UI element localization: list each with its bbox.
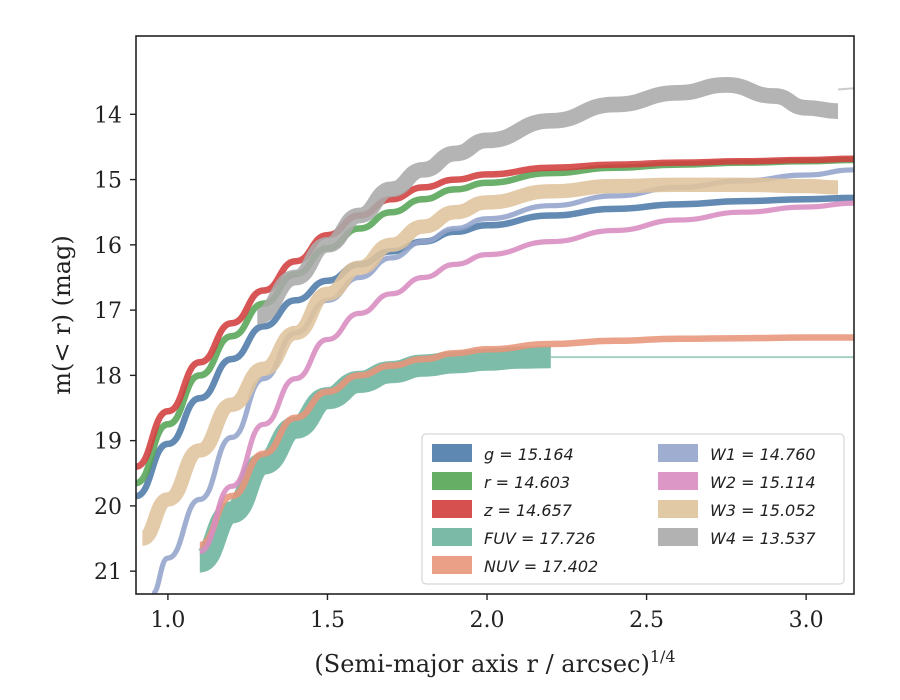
series-band (196, 346, 551, 573)
y-tick-label: 17 (94, 299, 122, 324)
series-layer (136, 77, 854, 594)
y-axis-label: m(< r) (mag) (48, 235, 76, 394)
y-tick-label: 15 (94, 169, 122, 194)
legend-label: NUV = 17.402 (484, 557, 598, 576)
legend-swatch (658, 472, 698, 490)
legend: g = 15.164 r = 14.603 z = 14.657 FUV = 17.7… (421, 433, 845, 585)
y-axis: 14 15 16 17 18 19 20 21 (94, 103, 136, 585)
legend-swatch (658, 444, 698, 462)
legend-label: z = 14.657 (483, 501, 573, 520)
legend-label: FUV = 17.726 (484, 529, 595, 548)
x-axis-label: (Semi-major axis r / arcsec)1/4 (314, 647, 675, 678)
legend-label: W3 = 15.052 (710, 501, 816, 520)
legend-frame (421, 433, 845, 585)
y-tick-label: 14 (94, 103, 122, 128)
legend-swatch (432, 472, 472, 490)
series-band (255, 77, 839, 325)
legend-swatch (658, 500, 698, 518)
legend-swatch (432, 528, 472, 546)
x-tick-label: 1.5 (310, 608, 345, 633)
x-axis-label-exponent: 1/4 (650, 647, 676, 666)
y-tick-label: 19 (94, 430, 122, 455)
series-band (198, 334, 854, 549)
legend-swatch (432, 500, 472, 518)
series-band (140, 177, 839, 546)
legend-label: g = 15.164 (484, 445, 574, 464)
legend-label: W2 = 15.114 (710, 473, 816, 492)
x-tick-label: 1.0 (150, 608, 185, 633)
y-tick-label: 18 (94, 364, 122, 389)
legend-label: W1 = 14.760 (710, 445, 816, 464)
x-tick-label: 2.0 (470, 608, 505, 633)
x-axis: 1.0 1.5 2.0 2.5 3.0 (150, 594, 824, 633)
x-tick-label: 3.0 (789, 608, 824, 633)
plot-frame (135, 35, 855, 595)
series-band (136, 155, 854, 470)
legend-swatch (432, 556, 472, 574)
y-tick-label: 20 (94, 495, 122, 520)
series-extension (837, 87, 854, 91)
series-band (198, 200, 854, 555)
legend-label: W4 = 13.537 (710, 529, 816, 548)
x-tick-label: 2.5 (629, 608, 664, 633)
y-tick-label: 16 (94, 234, 122, 259)
legend-swatch (658, 528, 698, 546)
legend-swatch (432, 444, 472, 462)
legend-label: r = 14.603 (484, 473, 570, 492)
y-tick-label: 21 (94, 560, 122, 585)
